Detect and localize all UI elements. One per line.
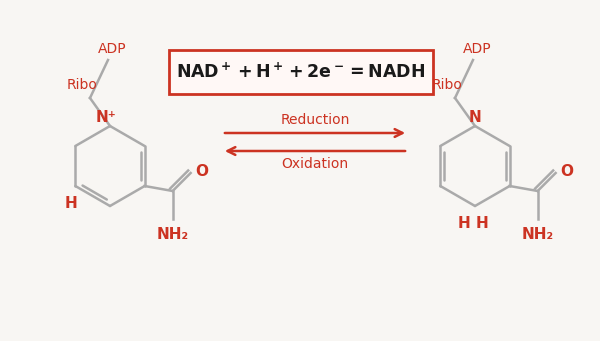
Text: Ribo: Ribo <box>67 78 97 92</box>
Text: N⁺: N⁺ <box>95 110 116 125</box>
Text: $\mathbf{NAD^+ + H^+ + 2e^- = NADH}$: $\mathbf{NAD^+ + H^+ + 2e^- = NADH}$ <box>176 62 425 81</box>
Text: Oxidation: Oxidation <box>281 157 349 171</box>
Text: ADP: ADP <box>98 42 127 56</box>
Text: H: H <box>65 196 78 211</box>
FancyBboxPatch shape <box>169 50 433 94</box>
Text: Reduction: Reduction <box>280 113 350 127</box>
Text: O: O <box>196 163 209 178</box>
Text: N: N <box>469 110 481 125</box>
Text: O: O <box>560 163 574 178</box>
Text: ADP: ADP <box>463 42 491 56</box>
Text: NH₂: NH₂ <box>521 227 554 242</box>
Text: NH₂: NH₂ <box>157 227 189 242</box>
Text: H H: H H <box>458 216 488 231</box>
Text: Ribo: Ribo <box>431 78 463 92</box>
